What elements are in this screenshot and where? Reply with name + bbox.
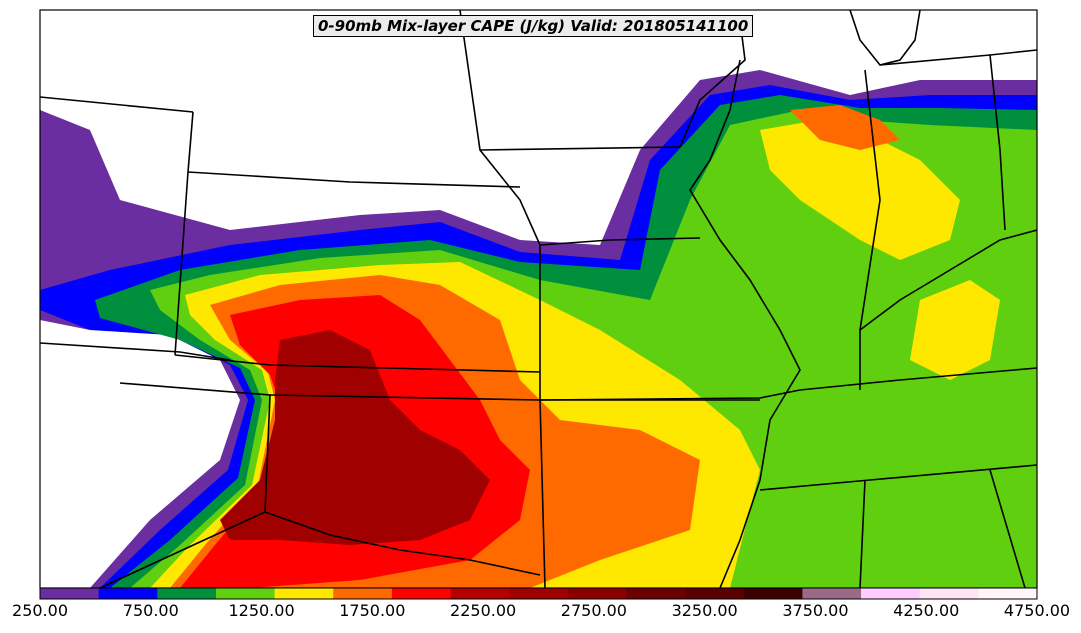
colorbar-swatch bbox=[861, 588, 921, 599]
colorbar-label: 2750.00 bbox=[560, 601, 627, 620]
colorbar-label: 750.00 bbox=[122, 601, 179, 620]
colorbar-swatch bbox=[98, 588, 158, 599]
boundary-tennessee-north bbox=[799, 367, 1037, 391]
boundary-wisconsin bbox=[679, 19, 746, 148]
colorbar-swatch bbox=[450, 588, 510, 599]
boundary-great-lakes bbox=[849, 10, 921, 66]
colorbar-label: 3750.00 bbox=[782, 601, 849, 620]
boundary-colorado-north bbox=[40, 342, 231, 361]
colorbar-label: 3250.00 bbox=[671, 601, 738, 620]
cape-band-dark-red bbox=[220, 330, 490, 545]
cape-band-purple-w bbox=[40, 180, 130, 260]
boundary-minnesota-iowa bbox=[459, 10, 541, 246]
colorbar-swatch bbox=[157, 588, 217, 599]
colorbar-swatch bbox=[509, 588, 569, 599]
colorbar-label: 1250.00 bbox=[228, 601, 295, 620]
colorbar-frame bbox=[39, 587, 1038, 600]
colorbar-swatch bbox=[919, 588, 979, 599]
colorbar-swatch bbox=[333, 588, 393, 599]
colorbar-label: 1750.00 bbox=[339, 601, 406, 620]
colorbar-label: 4250.00 bbox=[893, 601, 960, 620]
boundary-iowa-north bbox=[479, 146, 681, 151]
colorbar-swatch bbox=[215, 588, 276, 599]
colorbar-swatch bbox=[685, 588, 745, 599]
boundary-oklahoma-south bbox=[264, 511, 541, 576]
map-title: 0-90mb Mix-layer CAPE (J/kg) Valid: 2018… bbox=[313, 15, 754, 37]
colorbar-swatch bbox=[802, 588, 862, 599]
boundary-indiana-ohio bbox=[989, 54, 1006, 231]
colorbar-label: 4750.00 bbox=[1003, 601, 1071, 620]
colorbar-swatch bbox=[40, 588, 100, 599]
state-boundaries bbox=[40, 10, 1037, 588]
boundary-kansas-north bbox=[174, 354, 541, 373]
cape-fill-layers bbox=[40, 70, 1037, 588]
boundary-iowa-missouri bbox=[539, 237, 701, 246]
colorbar-swatch bbox=[274, 588, 334, 599]
boundary-nebraska-north bbox=[187, 171, 521, 188]
boundary-mississippi-alabama bbox=[859, 479, 866, 588]
colorbar-label: 2250.00 bbox=[450, 601, 517, 620]
boundary-tennessee-south bbox=[759, 464, 1037, 491]
colorbar bbox=[39, 587, 1038, 600]
colorbar-swatch bbox=[978, 588, 1038, 599]
cape-band-yellow-ne bbox=[760, 118, 960, 260]
boundary-new-mexico bbox=[99, 382, 271, 588]
cape-band-yellow-e bbox=[910, 280, 1000, 380]
boundary-alabama-georgia bbox=[989, 469, 1026, 588]
colorbar-swatch bbox=[743, 588, 803, 599]
boundary-illinois-east bbox=[859, 69, 881, 390]
boundary-mississippi-river bbox=[689, 59, 801, 588]
boundary-wyoming-north bbox=[40, 96, 194, 113]
boundary-ohio-river bbox=[859, 229, 1037, 331]
colorbar-label: 250.00 bbox=[12, 601, 68, 620]
boundary-colorado-east bbox=[174, 171, 189, 356]
colorbar-swatch bbox=[567, 588, 627, 599]
boundary-wyoming-east bbox=[187, 111, 194, 173]
colorbar-swatch bbox=[626, 588, 686, 599]
colorbar-swatch bbox=[391, 588, 452, 599]
boundary-michigan-indiana bbox=[879, 49, 1037, 66]
